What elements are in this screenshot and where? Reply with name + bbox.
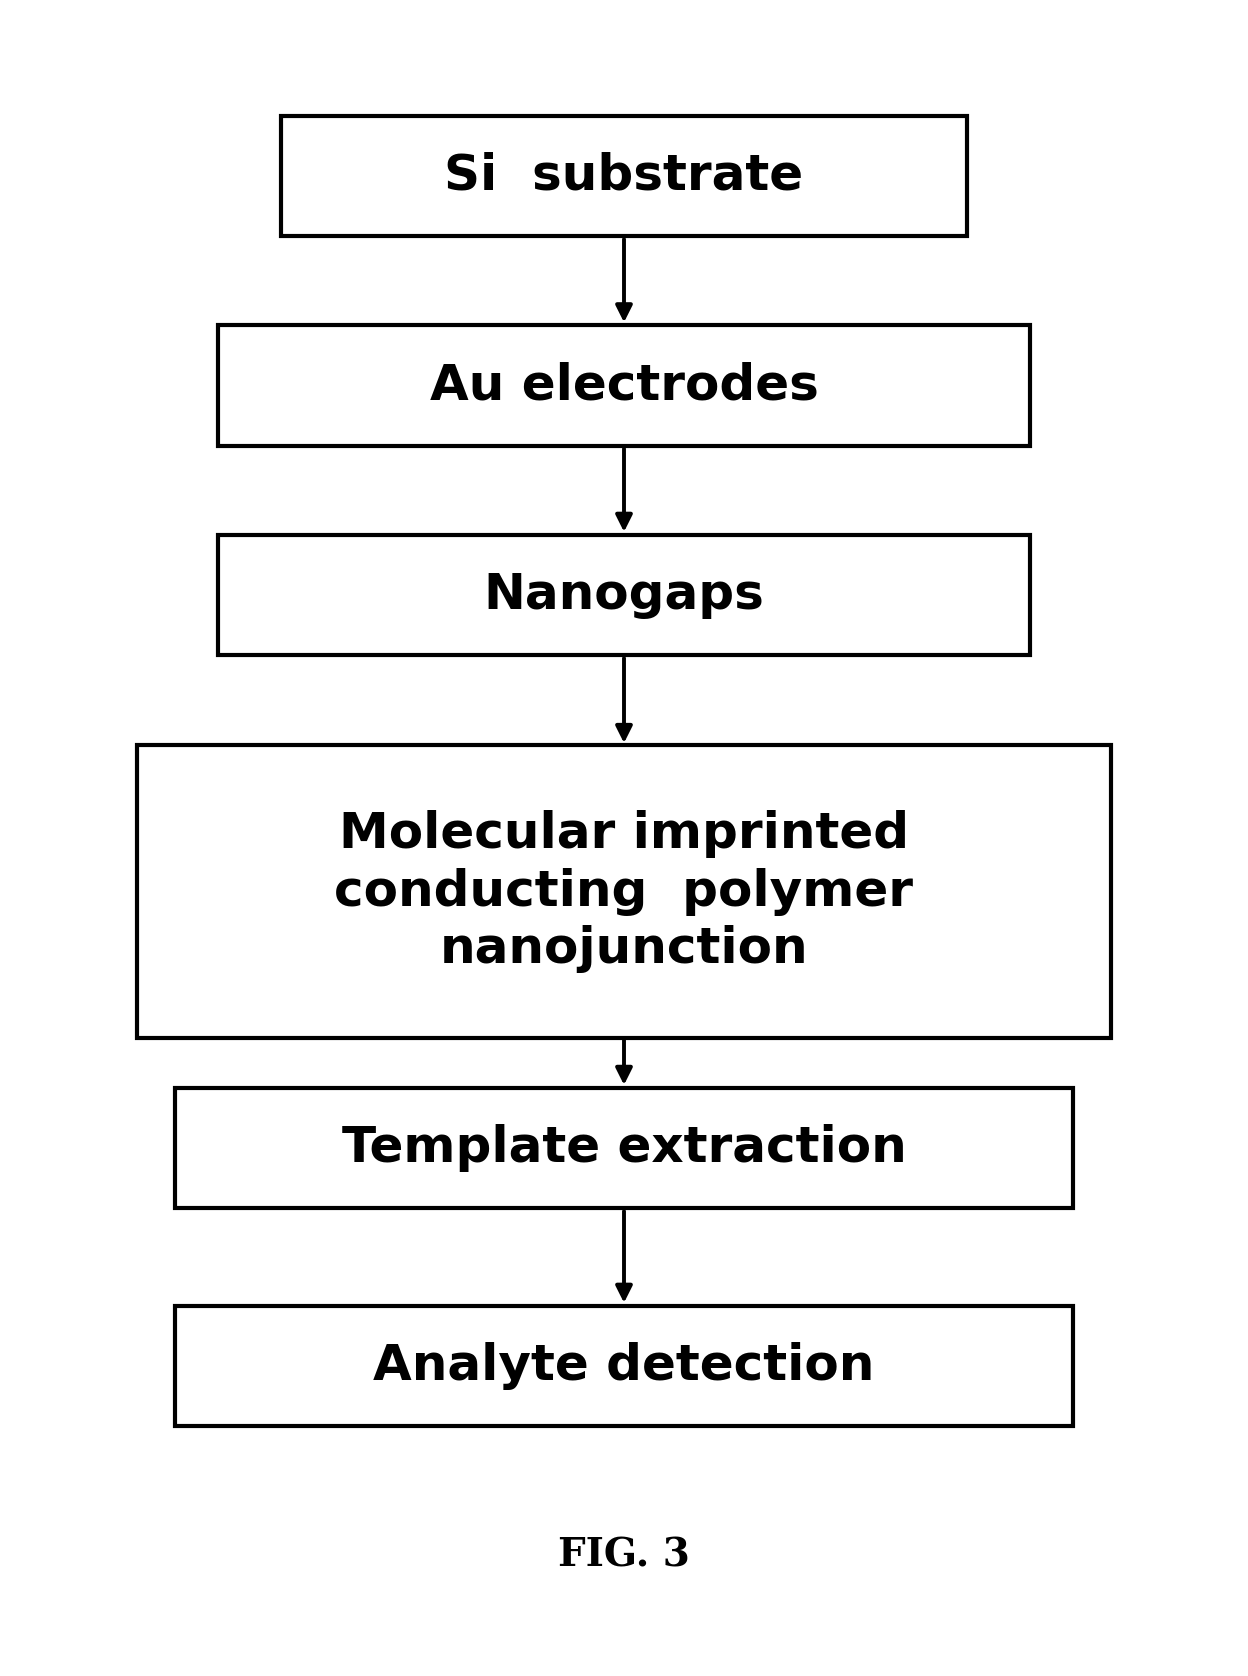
Text: Si  substrate: Si substrate xyxy=(444,153,804,199)
Text: Molecular imprinted
conducting  polymer
nanojunction: Molecular imprinted conducting polymer n… xyxy=(334,810,914,974)
FancyBboxPatch shape xyxy=(137,744,1111,1037)
Text: Au electrodes: Au electrodes xyxy=(429,362,819,409)
Text: FIG. 3: FIG. 3 xyxy=(558,1537,690,1574)
Text: Template extraction: Template extraction xyxy=(342,1125,906,1172)
FancyBboxPatch shape xyxy=(218,535,1030,655)
FancyBboxPatch shape xyxy=(218,325,1030,446)
Text: Nanogaps: Nanogaps xyxy=(483,572,765,618)
Text: Analyte detection: Analyte detection xyxy=(373,1342,875,1389)
FancyBboxPatch shape xyxy=(175,1306,1073,1426)
FancyBboxPatch shape xyxy=(175,1088,1073,1208)
FancyBboxPatch shape xyxy=(281,116,967,236)
